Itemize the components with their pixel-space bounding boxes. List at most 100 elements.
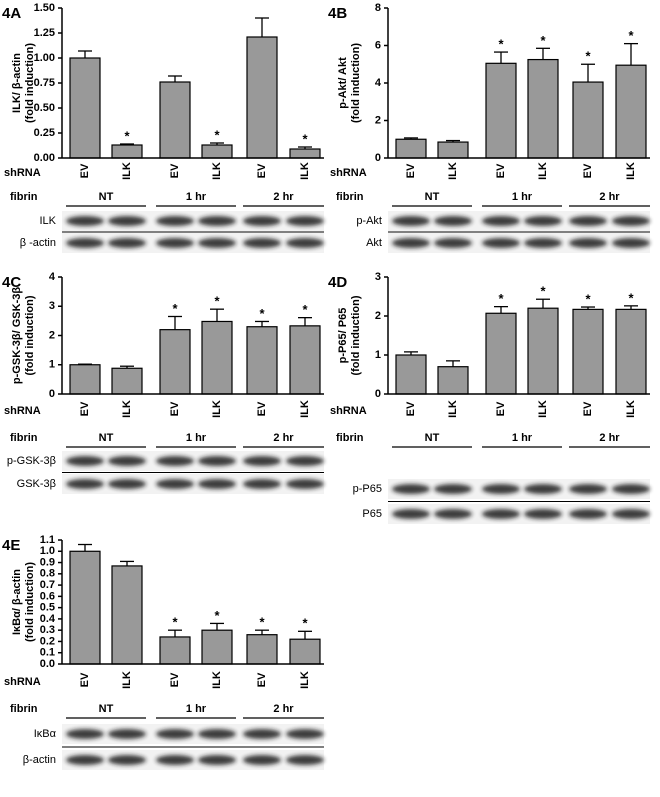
blot-band bbox=[156, 456, 194, 466]
y-axis-label: p-GSK-3β/ GSK-3β bbox=[11, 287, 23, 384]
x-tick-label: ILK bbox=[299, 400, 311, 418]
y-tick-label: 0.3 bbox=[40, 624, 55, 636]
y-axis-label: ILK/ β-actin bbox=[11, 53, 23, 113]
blot-band bbox=[156, 238, 194, 248]
significance-star: * bbox=[302, 616, 308, 631]
group-name: 1 hr bbox=[186, 191, 207, 203]
y-tick-label: 8 bbox=[375, 2, 381, 14]
group-label: fibrin bbox=[10, 703, 38, 715]
bar bbox=[527, 307, 559, 395]
y-tick-label: 0 bbox=[375, 152, 381, 164]
factor-label: shRNA bbox=[4, 405, 41, 417]
blot-row-label: β-actin bbox=[23, 754, 56, 766]
bar bbox=[69, 550, 101, 665]
bar bbox=[246, 326, 278, 395]
blot-band bbox=[243, 216, 281, 226]
x-tick-label: ILK bbox=[211, 671, 223, 689]
y-tick-label: 0.0 bbox=[40, 658, 55, 670]
bar bbox=[69, 364, 101, 395]
factor-label: shRNA bbox=[4, 676, 41, 688]
x-tick-label: ILK bbox=[447, 400, 459, 418]
blot-band bbox=[108, 238, 146, 248]
y-tick-label: 1.25 bbox=[34, 27, 55, 39]
y-tick-label: 0 bbox=[49, 388, 55, 400]
x-tick-label: EV bbox=[582, 401, 594, 416]
x-tick-label: EV bbox=[169, 672, 181, 687]
x-tick-label: EV bbox=[79, 163, 91, 178]
y-tick-label: 0.7 bbox=[40, 579, 55, 591]
significance-star: * bbox=[585, 291, 591, 306]
factor-label: shRNA bbox=[330, 405, 367, 417]
group-name: NT bbox=[99, 703, 114, 715]
blot-band bbox=[66, 216, 104, 226]
x-tick-label: EV bbox=[495, 401, 507, 416]
bar bbox=[485, 312, 517, 395]
group-label: fibrin bbox=[10, 432, 38, 444]
y-tick-label: 6 bbox=[375, 39, 381, 51]
significance-star: * bbox=[540, 33, 546, 48]
group-name: 1 hr bbox=[186, 703, 207, 715]
bar bbox=[395, 138, 427, 159]
blot-band bbox=[612, 484, 650, 494]
bar bbox=[201, 320, 233, 395]
bar bbox=[201, 144, 233, 159]
blot-band bbox=[434, 216, 472, 226]
blot-band bbox=[66, 456, 104, 466]
blot-band bbox=[612, 216, 650, 226]
bar bbox=[437, 141, 469, 159]
group-name: 2 hr bbox=[273, 191, 294, 203]
significance-star: * bbox=[259, 615, 265, 630]
panel-label: 4B bbox=[328, 5, 347, 22]
bar bbox=[111, 565, 143, 665]
group-name: 2 hr bbox=[273, 432, 294, 444]
bar bbox=[289, 148, 321, 159]
x-tick-label: EV bbox=[256, 163, 268, 178]
bar bbox=[572, 81, 604, 159]
bar bbox=[159, 81, 191, 159]
bar bbox=[527, 58, 559, 159]
significance-star: * bbox=[259, 306, 265, 321]
blot-band bbox=[612, 238, 650, 248]
bar bbox=[246, 36, 278, 159]
blot-row-label: IκBα bbox=[34, 728, 57, 740]
group-name: NT bbox=[425, 432, 440, 444]
group-name: 1 hr bbox=[512, 191, 533, 203]
blot-band bbox=[243, 238, 281, 248]
blot-band bbox=[286, 216, 324, 226]
blot-row-label: P65 bbox=[362, 508, 382, 520]
bar bbox=[289, 638, 321, 665]
significance-star: * bbox=[540, 284, 546, 299]
panel-label: 4D bbox=[328, 274, 347, 291]
y-tick-label: 2 bbox=[375, 114, 381, 126]
bar bbox=[289, 325, 321, 395]
bar bbox=[111, 144, 143, 159]
significance-star: * bbox=[302, 302, 308, 317]
blot-row-label: GSK-3β bbox=[17, 478, 56, 490]
group-name: 2 hr bbox=[599, 432, 620, 444]
blot-band bbox=[66, 755, 104, 765]
bar bbox=[159, 636, 191, 665]
y-axis-label: (fold induction) bbox=[24, 562, 36, 642]
blot-row-label: p-GSK-3β bbox=[7, 455, 56, 467]
blot-band bbox=[108, 479, 146, 489]
x-tick-label: ILK bbox=[537, 400, 549, 418]
y-tick-label: 0.75 bbox=[34, 77, 55, 89]
bar bbox=[437, 366, 469, 395]
y-tick-label: 1.00 bbox=[34, 52, 55, 64]
y-tick-label: 0.50 bbox=[34, 102, 55, 114]
significance-star: * bbox=[214, 294, 220, 309]
y-tick-label: 0.1 bbox=[40, 647, 55, 659]
y-tick-label: 1.50 bbox=[34, 2, 55, 14]
y-tick-label: 0.2 bbox=[40, 635, 55, 647]
x-tick-label: EV bbox=[79, 401, 91, 416]
blot-band bbox=[66, 729, 104, 739]
blot-row-label: ILK bbox=[39, 215, 56, 227]
y-tick-label: 1 bbox=[375, 349, 381, 361]
bar bbox=[201, 629, 233, 665]
x-tick-label: EV bbox=[256, 401, 268, 416]
group-name: 2 hr bbox=[273, 703, 294, 715]
blot-band bbox=[156, 755, 194, 765]
blot-band bbox=[108, 456, 146, 466]
significance-star: * bbox=[498, 291, 504, 306]
y-tick-label: 0.9 bbox=[40, 556, 55, 568]
